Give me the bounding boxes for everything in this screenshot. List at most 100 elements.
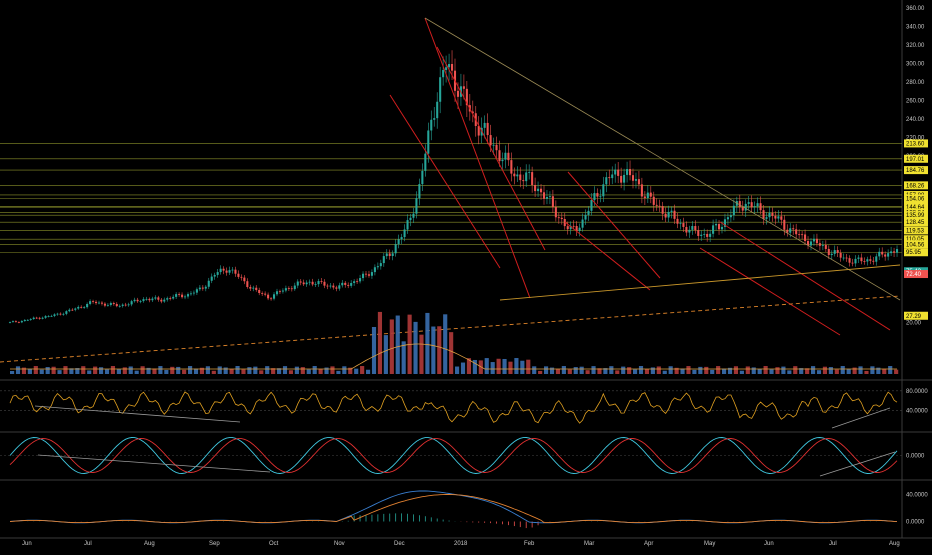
volume-bar [170, 366, 175, 374]
volume-bar [366, 369, 371, 374]
volume-bar [419, 334, 424, 374]
candle-body [697, 230, 700, 236]
candle-body [741, 207, 744, 211]
candle-body [537, 188, 540, 192]
channel-line [389, 94, 501, 269]
candle-body [124, 304, 127, 306]
candle-body [160, 299, 163, 302]
candle-body [492, 144, 495, 146]
volume-bar [288, 370, 294, 374]
candle-body [359, 278, 362, 282]
volume-bar [781, 366, 786, 374]
candle-body [804, 234, 807, 242]
candle-body [59, 313, 62, 315]
candle-body [726, 217, 729, 220]
price-level-label: 27.29 [906, 314, 922, 320]
volume-bar [45, 367, 50, 374]
volume-bar [57, 370, 62, 374]
volume-bar [876, 367, 881, 374]
candle-body [255, 287, 258, 290]
price-level-badge [904, 270, 928, 279]
candle-body [270, 298, 273, 300]
candle-body [860, 257, 863, 262]
volume-bar [431, 326, 436, 374]
volume-bar [638, 366, 644, 374]
candle-body [750, 202, 753, 208]
candle-body [338, 285, 341, 289]
volume-bar [81, 366, 86, 374]
candle-body [688, 229, 691, 233]
candle-body [364, 273, 368, 275]
candle-body [471, 111, 474, 114]
candle-body [881, 251, 884, 255]
volume-bar [241, 369, 246, 374]
volume-bar [259, 370, 264, 374]
osc-trend-line [819, 451, 896, 477]
volume-bar [377, 311, 383, 374]
candle-body [376, 266, 379, 268]
volume-bar [443, 314, 448, 374]
volume-bar [680, 368, 685, 374]
volume-bar [757, 369, 762, 374]
candle-body [367, 274, 371, 276]
month-label: Jul [829, 541, 837, 547]
candle-body [602, 184, 605, 197]
candle-body [133, 299, 136, 302]
candle-body [554, 207, 557, 218]
candle-body [510, 160, 513, 174]
candle-body [670, 210, 673, 212]
candle-body [370, 272, 373, 276]
volume-bar [460, 362, 466, 374]
volume-bar [882, 368, 887, 374]
volume-bar [93, 366, 98, 374]
osc-tick-label: 0.0000 [906, 454, 925, 460]
month-label: Apr [644, 541, 653, 547]
candle-body [878, 251, 881, 257]
volume-bar [466, 358, 472, 374]
volume-bar [686, 366, 691, 374]
volume-bar [710, 369, 715, 374]
volume-bar [425, 312, 430, 374]
volume-bar [733, 366, 739, 374]
price-level-label: 184.76 [906, 168, 925, 174]
volume-bar [140, 366, 145, 374]
volume-bar [354, 368, 359, 374]
volume-bar [312, 366, 317, 374]
candle-body [127, 304, 130, 306]
candle-body [442, 70, 445, 78]
price-level-label: 135.99 [906, 213, 925, 219]
volume-bar [591, 366, 596, 374]
month-label: May [704, 541, 715, 547]
volume-bar [211, 370, 216, 374]
volume-bar [484, 358, 489, 374]
price-tick-label: 260.00 [906, 99, 925, 105]
candle-body [640, 184, 643, 197]
volume-bar [644, 369, 650, 374]
candle-body [661, 206, 664, 214]
candle-body [44, 316, 47, 318]
price-level-label: 213.60 [906, 141, 925, 147]
candle-body [569, 225, 572, 230]
candle-body [50, 315, 53, 317]
candle-body [65, 311, 68, 314]
candle-body [183, 296, 187, 298]
volume-bar [472, 359, 477, 374]
rsi-trend-line [831, 407, 891, 429]
volume-bar [395, 315, 400, 374]
volume-bar [10, 371, 15, 374]
candle-body [706, 233, 709, 237]
volume-bar [164, 369, 169, 374]
volume-bar [538, 370, 543, 374]
volume-bar [514, 358, 519, 374]
candle-body [403, 229, 406, 238]
volume-bar [775, 367, 780, 374]
candle-body [572, 225, 575, 227]
price-level-label: 154.06 [906, 196, 925, 202]
price-level-badge [904, 235, 928, 244]
candle-body [77, 306, 80, 309]
month-label: Jun [22, 541, 32, 547]
volume-bar [549, 367, 555, 374]
long-trend-line [424, 17, 901, 301]
